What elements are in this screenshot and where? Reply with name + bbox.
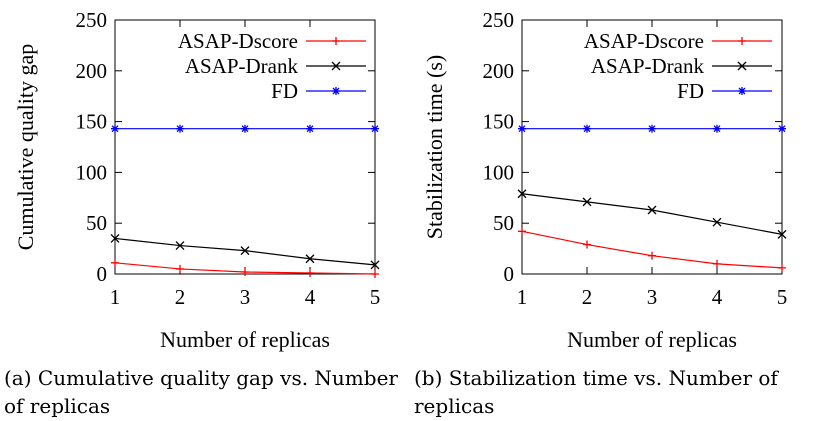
chart-panel-a: 0 50 100 150 200 250 1 2 3 4 5 Number of replicas Cu… — [13, 8, 380, 352]
y-tick-label: 200 — [483, 59, 515, 83]
legend-marker — [738, 37, 746, 45]
data-point — [518, 227, 526, 236]
data-point — [371, 270, 379, 278]
legend-marker — [737, 61, 747, 71]
x-tick-label: 2 — [175, 285, 186, 309]
y-tick-label: 0 — [97, 262, 108, 286]
y-tick-label: 250 — [483, 8, 515, 32]
legend-marker — [332, 87, 340, 95]
series-fd — [518, 124, 786, 133]
y-tick-label: 50 — [86, 211, 107, 235]
series-asap-drank — [110, 233, 380, 270]
x-tick-label: 5 — [777, 285, 788, 309]
y-axis-label: Cumulative quality gap — [13, 44, 38, 251]
legend-label: FD — [271, 79, 298, 103]
x-tick-label: 4 — [712, 285, 723, 309]
x-tick-label: 2 — [582, 285, 593, 309]
x-axis-label: Number of replicas — [567, 327, 737, 352]
x-tick-label: 1 — [110, 285, 121, 309]
y-axis-label: Stabilization time (s) — [422, 55, 447, 240]
data-point — [176, 124, 184, 133]
data-point — [306, 268, 314, 277]
data-point — [306, 124, 314, 133]
data-point — [583, 240, 591, 249]
data-point — [648, 124, 656, 133]
data-point — [111, 124, 119, 133]
y-tick-label: 150 — [76, 110, 108, 134]
x-tick-label: 4 — [305, 285, 316, 309]
x-axis-label: Number of replicas — [160, 327, 330, 352]
data-point — [712, 217, 722, 227]
data-point — [583, 124, 591, 133]
data-point — [713, 259, 721, 268]
legend-label: ASAP-Drank — [185, 54, 299, 78]
data-point — [778, 263, 786, 272]
caption-b: (b) Stabilization time vs. Number of rep… — [414, 366, 778, 418]
y-tick-label: 150 — [483, 110, 515, 134]
legend-marker — [738, 87, 746, 95]
series-asap-dscore — [111, 258, 379, 278]
series-line — [114, 237, 376, 266]
x-tick-label: 5 — [370, 285, 381, 309]
data-point — [518, 124, 526, 133]
y-tick-label: 50 — [493, 211, 514, 235]
data-point — [517, 189, 527, 199]
data-point — [370, 260, 380, 270]
y-tick-label: 0 — [504, 262, 515, 286]
data-point — [371, 124, 379, 133]
legend-label: ASAP-Drank — [591, 54, 705, 78]
legend-label: ASAP-Dscore — [178, 29, 298, 53]
data-point — [241, 267, 249, 276]
data-point — [713, 124, 721, 133]
caption-a: (a) Cumulative quality gap vs. Number of… — [4, 366, 398, 418]
legend-marker — [332, 37, 340, 45]
series-asap-drank — [517, 189, 787, 239]
series-fd — [111, 124, 379, 133]
chart-panel-b: 0 50 100 150 200 250 1 2 3 4 5 Number of replicas St… — [422, 8, 787, 352]
data-point — [111, 258, 119, 267]
y-tick-label: 100 — [483, 160, 515, 184]
x-tick-label: 1 — [517, 285, 528, 309]
legend-label: ASAP-Dscore — [584, 29, 704, 53]
legend-marker — [331, 61, 341, 71]
legend-label: FD — [677, 79, 704, 103]
series-line — [521, 193, 783, 235]
data-point — [176, 264, 184, 273]
y-tick-label: 250 — [76, 8, 108, 32]
y-tick-label: 100 — [76, 160, 108, 184]
y-tick-label: 200 — [76, 59, 108, 83]
x-tick-label: 3 — [647, 285, 658, 309]
data-point — [241, 124, 249, 133]
data-point — [778, 124, 786, 133]
data-point — [648, 251, 656, 260]
data-point — [110, 233, 120, 243]
data-point — [582, 197, 592, 207]
data-point — [305, 254, 315, 264]
data-point — [647, 205, 657, 215]
data-point — [175, 241, 185, 251]
data-point — [240, 246, 250, 256]
x-tick-label: 3 — [240, 285, 251, 309]
series-asap-dscore — [518, 227, 786, 272]
series-line — [521, 230, 783, 269]
data-point — [777, 229, 787, 239]
